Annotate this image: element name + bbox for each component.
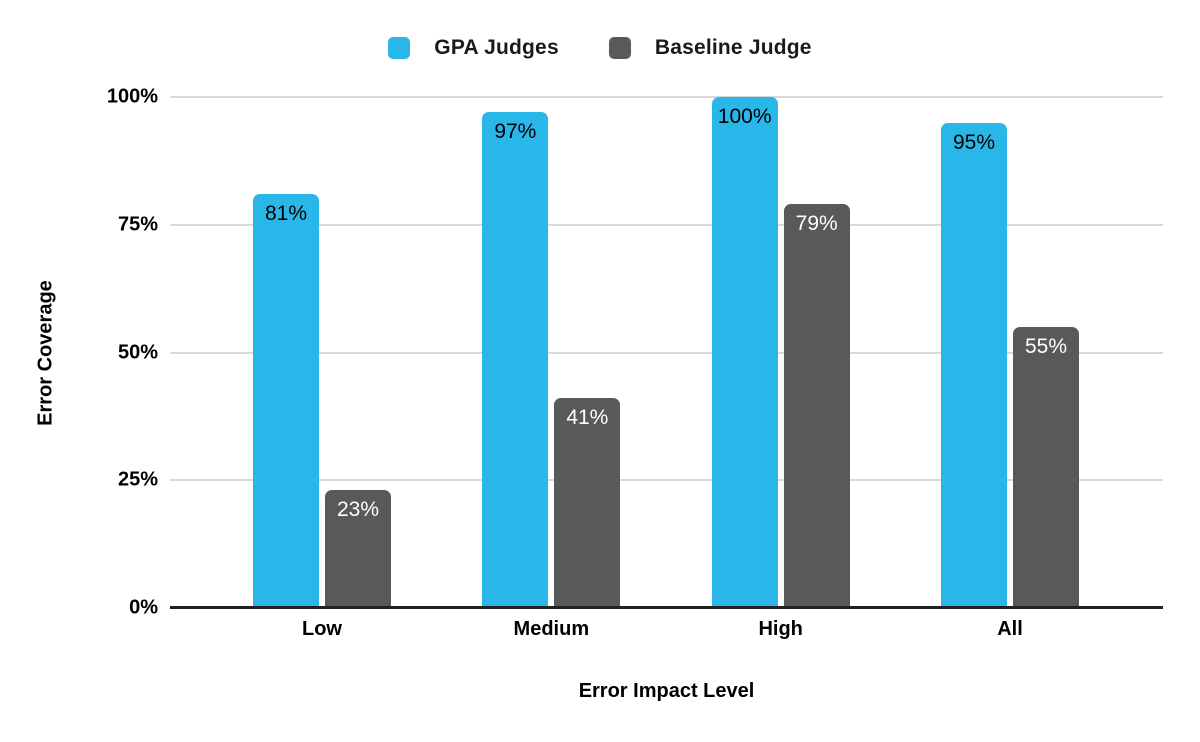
gridline-25% xyxy=(170,479,1163,482)
bar-baseline-judge-low: 23% xyxy=(325,490,391,608)
legend-swatch-baseline-judge xyxy=(608,37,631,59)
bar-baseline-judge-all: 55% xyxy=(1012,327,1079,608)
bar-gpa-judges-high: 100% xyxy=(711,97,778,608)
gridline-50% xyxy=(170,351,1163,354)
bar-baseline-judge-medium: 41% xyxy=(554,398,621,608)
legend-swatch-gpa-judges xyxy=(388,37,411,59)
x-axis-line xyxy=(170,606,1163,609)
legend-label: Baseline Judge xyxy=(654,36,812,59)
bar-baseline-judge-high: 79% xyxy=(783,204,850,608)
x-tick-label-high: High xyxy=(758,618,803,640)
plot-area: 0% 25% 50% 75% 100% 81% 23% Low 97% 41% Medium 100%… xyxy=(107,86,1163,640)
bar-value-label: 97% xyxy=(494,120,537,143)
legend-item-gpa-judges: GPA Judges xyxy=(388,36,559,60)
bar-value-label: 41% xyxy=(566,406,609,429)
bar-value-label: 23% xyxy=(336,498,380,521)
x-axis-title: Error Impact Level xyxy=(578,680,755,702)
bar-gpa-judges-medium: 97% xyxy=(482,112,549,608)
bar-gpa-judges-all: 95% xyxy=(940,123,1007,608)
x-tick-label-all: All xyxy=(997,618,1023,640)
x-tick-label-low: Low xyxy=(302,618,342,640)
y-tick-label: 100% xyxy=(106,85,158,108)
gridline-100% xyxy=(170,96,1163,98)
legend-label: GPA Judges xyxy=(434,36,559,59)
gridline-75% xyxy=(170,223,1163,226)
bar-gpa-judges-low: 81% xyxy=(253,194,319,608)
y-tick-label: 0% xyxy=(129,596,158,619)
bar-value-label: 55% xyxy=(1024,335,1067,358)
bar-value-label: 81% xyxy=(264,202,308,225)
x-tick-label-medium: Medium xyxy=(513,618,590,640)
y-tick-label: 75% xyxy=(117,213,158,236)
y-tick-label: 25% xyxy=(117,468,158,491)
bar-value-label: 95% xyxy=(952,131,995,154)
y-tick-label: 50% xyxy=(117,341,158,363)
legend-item-baseline-judge: Baseline Judge xyxy=(608,36,812,60)
bar-value-label: 100% xyxy=(717,105,772,128)
chart-legend: GPA Judges Baseline Judge xyxy=(0,34,1200,62)
bar-value-label: 79% xyxy=(795,212,838,235)
